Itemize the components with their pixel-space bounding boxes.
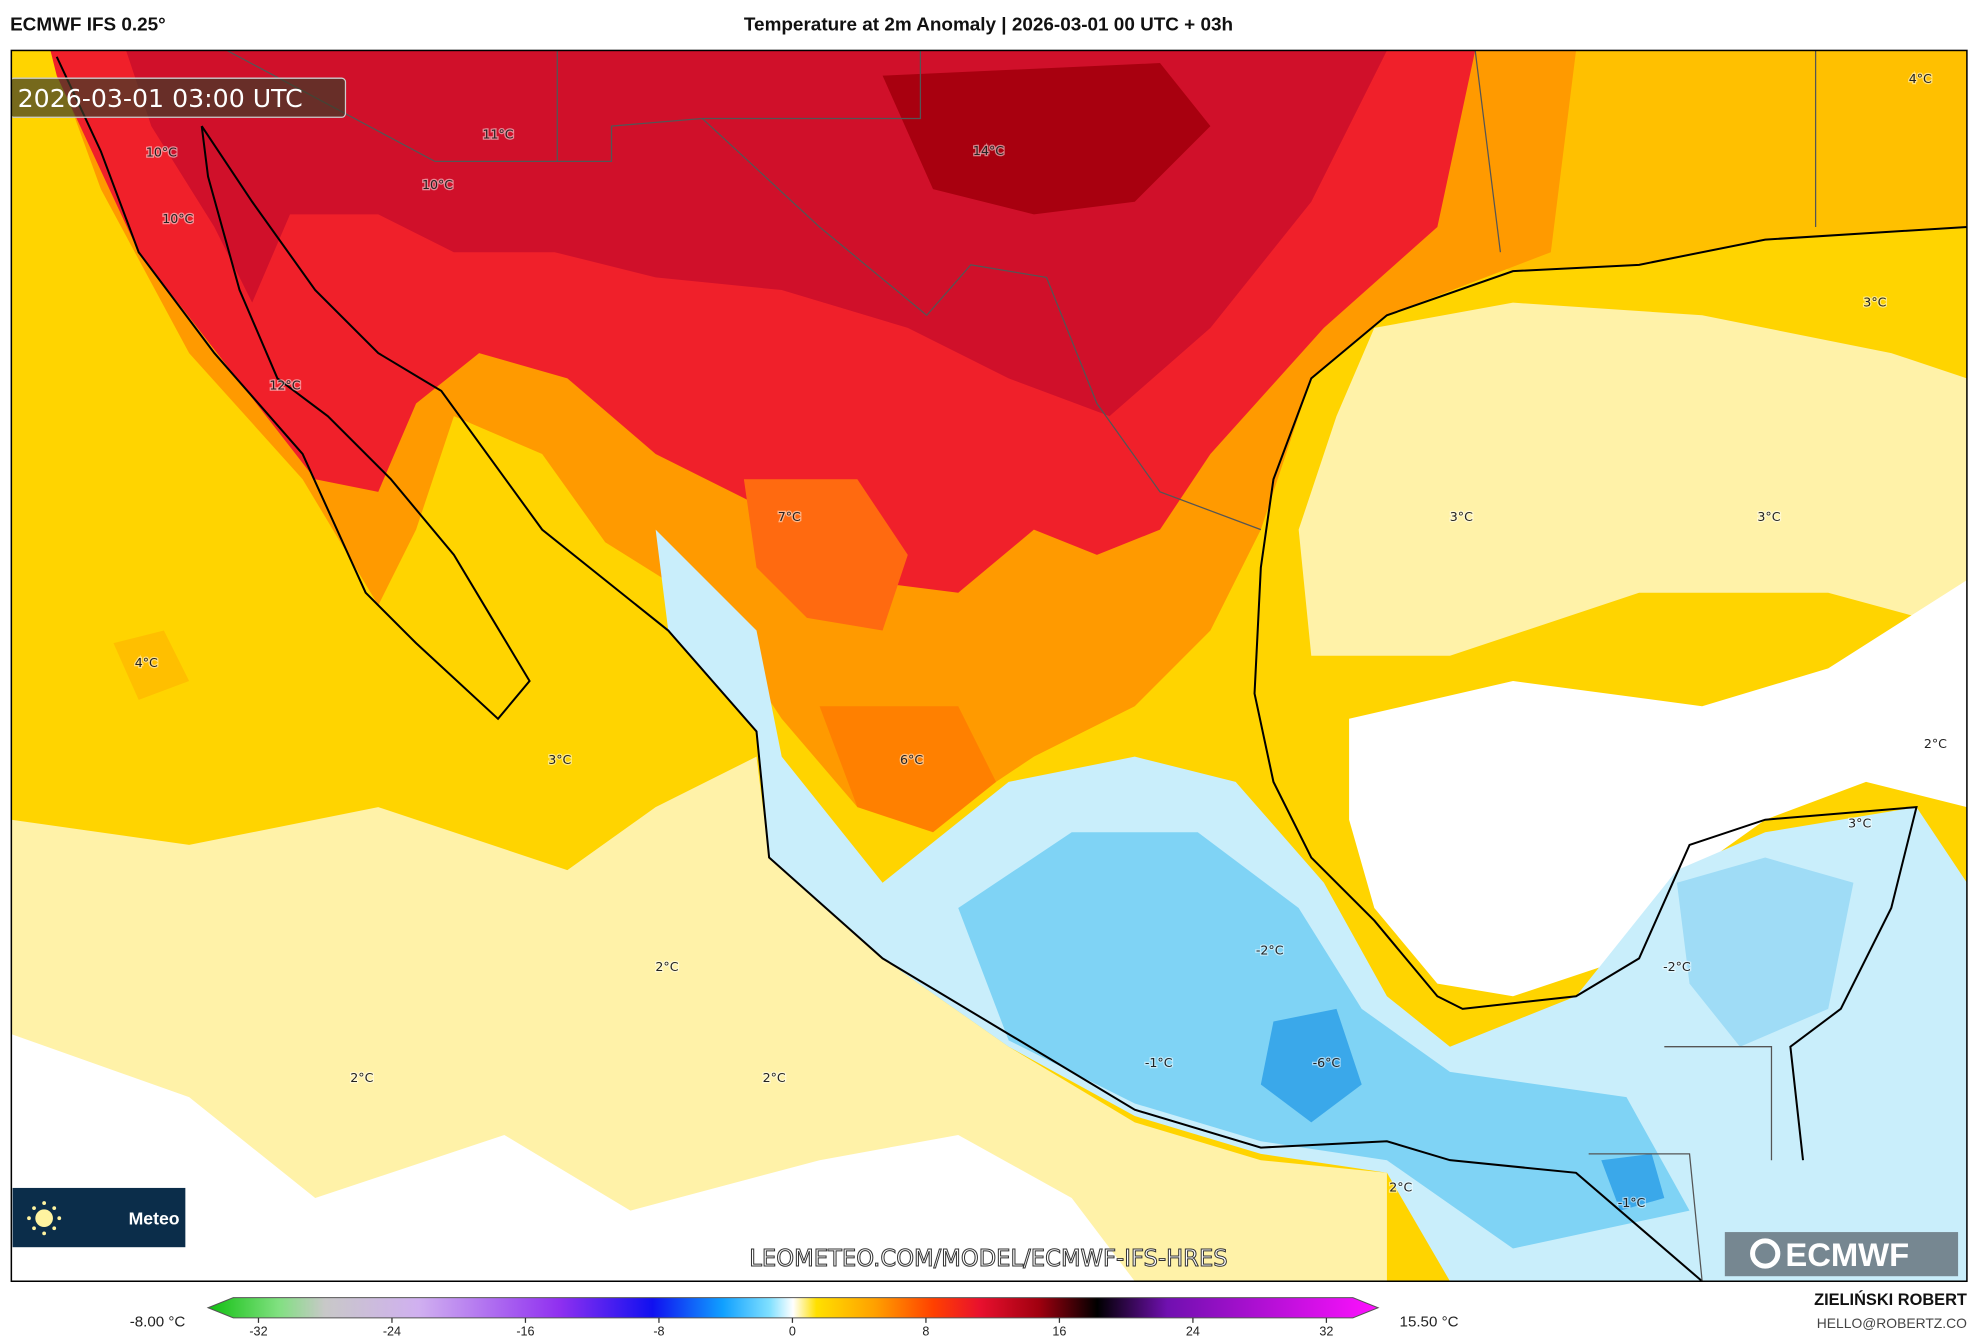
temp-label: 2°C — [1924, 736, 1947, 751]
colorbar-tick-label: 16 — [1052, 1324, 1066, 1338]
temp-label: -1°C — [1145, 1055, 1173, 1070]
colorbar-gradient — [206, 1297, 1380, 1319]
temp-label: 4°C — [135, 655, 158, 670]
colorbar-tick-label: 24 — [1186, 1324, 1200, 1338]
map-area[interactable]: 10°C 11°C 10°C 14°C 10°C 4°C 3°C 12°C 7°… — [10, 50, 1967, 1282]
author-name: ZIELIŃSKI ROBERT — [1814, 1290, 1967, 1309]
anomaly-region-pale — [11, 756, 1387, 1282]
temp-label: -2°C — [1256, 943, 1284, 958]
colorbar-tick-label: -16 — [516, 1324, 534, 1338]
borders — [226, 50, 1817, 1282]
chart-title: Temperature at 2m Anomaly | 2026-03-01 0… — [744, 14, 1233, 35]
ecmwf-logo-icon — [1750, 1238, 1781, 1269]
coastlines — [55, 56, 1967, 1282]
anomaly-region-deepblue — [1260, 1008, 1362, 1123]
colorbar-max-label: 15.50 °C — [1400, 1314, 1459, 1331]
temp-label: 12°C — [269, 378, 300, 393]
temperature-labels: 10°C 11°C 10°C 14°C 10°C 4°C 3°C 12°C 7°… — [133, 70, 1948, 1211]
colorbar: -8.00 °C 15.50 °C -32 -24 -16 -8 0 8 16 24 32 — [130, 1297, 1459, 1338]
watermark-url: LEOMETEO.COM/MODEL/ECMWF-IFS-HRES — [749, 1246, 1227, 1272]
site-logo-text: Meteo — [129, 1209, 180, 1229]
colorbar-tick-label: 32 — [1319, 1324, 1333, 1338]
temp-label: 3°C — [1450, 509, 1473, 524]
valid-time-box — [11, 77, 347, 118]
model-name: ECMWF IFS 0.25° — [10, 14, 166, 35]
anomaly-region-deepblue-2 — [1601, 1153, 1665, 1211]
colorbar-tick-label: -24 — [383, 1324, 401, 1338]
map-frame — [10, 49, 1968, 1283]
temp-label: 14°C — [973, 143, 1004, 158]
valid-time: 2026-03-01 03:00 UTC — [18, 84, 303, 113]
author-email[interactable]: HELLO@ROBERTZ.CO — [1817, 1315, 1967, 1331]
anomaly-region-ne — [1449, 50, 1967, 272]
temp-label: 4°C — [1909, 71, 1932, 86]
ecmwf-logo-text: ECMWF — [1785, 1236, 1909, 1273]
temp-label: 2°C — [655, 959, 678, 974]
temp-label: 6°C — [900, 752, 923, 767]
anomaly-region-lightblue — [655, 529, 1967, 1282]
temp-label: 3°C — [1863, 294, 1886, 309]
colorbar-tick-label: -32 — [249, 1324, 267, 1338]
temp-label: 2°C — [1389, 1180, 1412, 1195]
temp-label: 10°C — [146, 144, 177, 159]
anomaly-region-orange-central — [743, 479, 908, 631]
temp-label: 2°C — [350, 1070, 373, 1085]
temp-label: -1°C — [1618, 1195, 1646, 1210]
anomaly-region-white — [11, 1034, 1135, 1282]
temp-label: 3°C — [1757, 509, 1780, 524]
temp-label: -2°C — [1663, 959, 1691, 974]
temp-label: 7°C — [778, 509, 801, 524]
anomaly-region-sw — [113, 630, 190, 700]
anomaly-region-darkred — [882, 63, 1211, 215]
temp-label: 3°C — [548, 752, 571, 767]
temp-label: 2°C — [763, 1070, 786, 1085]
anomaly-region-orange-south — [819, 706, 997, 833]
colorbar-tick-label: 0 — [789, 1324, 796, 1338]
temp-label: 10°C — [162, 211, 193, 226]
sun-icon — [27, 1201, 62, 1236]
temp-label: 11°C — [482, 127, 513, 142]
temp-label: -6°C — [1313, 1055, 1341, 1070]
anomaly-region-gulf-pale — [1298, 302, 1967, 656]
anomaly-region-blue-yucatan — [1676, 857, 1854, 1047]
colorbar-tick-label: 8 — [922, 1324, 929, 1338]
colorbar-min-label: -8.00 °C — [130, 1314, 186, 1331]
temp-label: 10°C — [422, 177, 453, 192]
colorbar-tick-label: -8 — [653, 1324, 664, 1338]
anomaly-region-gulf-white — [1349, 580, 1967, 997]
temp-label: 3°C — [1848, 815, 1871, 830]
